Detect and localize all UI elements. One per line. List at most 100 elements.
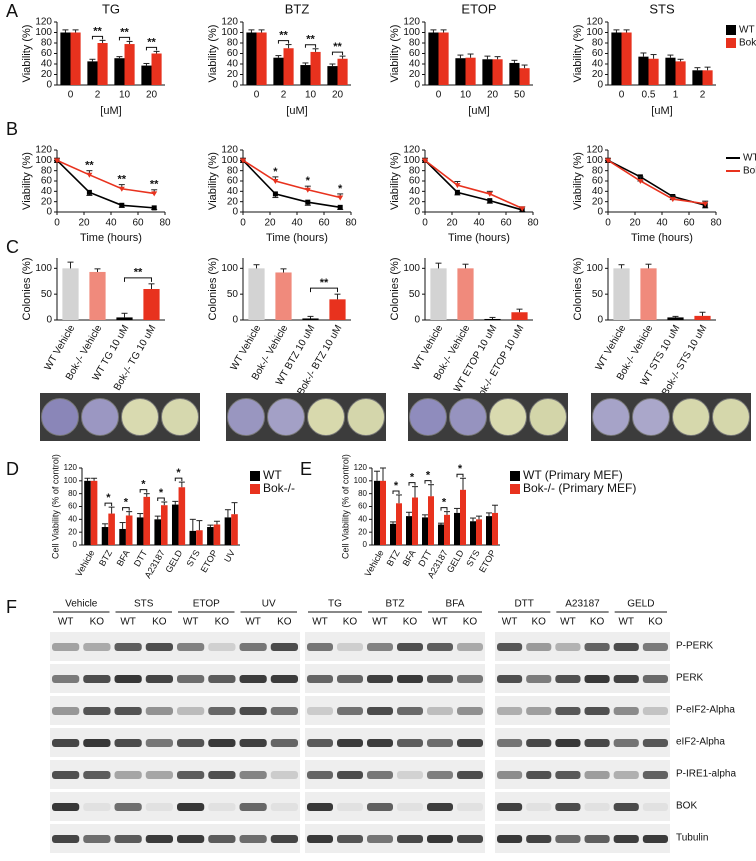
x-tick-label: 20: [446, 218, 458, 229]
treatment-label: A23187: [565, 599, 600, 610]
blot-band: [457, 707, 483, 715]
plate-well: [632, 398, 670, 436]
blot-band: [83, 739, 111, 747]
blot-band: [555, 643, 581, 651]
blot-band: [367, 835, 393, 843]
y-tick-label: 0: [232, 80, 238, 91]
y-axis-label: Viability (%): [207, 152, 219, 210]
blot-band: [208, 771, 236, 779]
x-tick-label: 0: [422, 218, 428, 229]
annotation: **: [118, 174, 127, 186]
blot-band: [457, 675, 483, 683]
blot-band: [114, 643, 142, 651]
y-tick-label: 20: [68, 527, 77, 536]
bar: [224, 517, 232, 545]
lane-label: WT: [245, 617, 261, 628]
x-tick-label: 10: [460, 90, 472, 101]
blot-band: [177, 771, 205, 779]
blot-band: [307, 675, 333, 683]
blot-band: [613, 771, 639, 779]
legend-label: WT: [263, 468, 282, 482]
annotation: *: [106, 492, 111, 504]
y-tick-label: 60: [227, 48, 239, 59]
y-axis-label: Viability (%): [207, 25, 219, 83]
bar: [283, 48, 294, 85]
y-tick-label: 80: [68, 489, 77, 498]
blot-band: [427, 643, 453, 651]
blot-band: [239, 835, 267, 843]
bar: [207, 527, 214, 545]
significance-bracket: [145, 46, 158, 51]
point: [151, 205, 157, 211]
blot-band: [397, 675, 423, 683]
y-tick-label: 0: [46, 315, 52, 326]
blot-band: [337, 707, 363, 715]
blot-row-label: Tubulin: [676, 833, 708, 844]
bar: [189, 530, 197, 545]
significance-bracket: [157, 497, 165, 502]
lane-label: KO: [648, 617, 663, 628]
blot-band: [307, 739, 333, 747]
bar: [273, 57, 284, 85]
bar: [444, 514, 450, 545]
lane-label: KO: [463, 617, 478, 628]
bar: [151, 53, 162, 85]
plate-well: [121, 398, 159, 436]
y-tick-label: 40: [409, 186, 421, 197]
x-tick-label: 60: [132, 218, 144, 229]
point: [337, 195, 344, 201]
line: [56, 159, 155, 209]
annotation: *: [426, 470, 431, 482]
y-tick-label: 80: [41, 38, 53, 49]
blot-band: [526, 675, 552, 683]
blot-band: [584, 835, 610, 843]
annotation: **: [306, 34, 315, 46]
x-tick-label: Vehicle: [73, 548, 96, 578]
line: [242, 159, 341, 209]
x-tick-label: GELD: [445, 548, 466, 575]
point: [240, 158, 246, 164]
treatment-label: STS: [134, 599, 154, 610]
blot-band: [114, 707, 142, 715]
blot-band: [270, 675, 298, 683]
x-tick-label: 0.5: [642, 90, 656, 101]
bar: [143, 496, 151, 545]
bar: [310, 51, 321, 85]
blot-band: [367, 739, 393, 747]
blot-band: [613, 707, 639, 715]
y-tick-label: 40: [592, 59, 604, 70]
blot-band: [397, 707, 423, 715]
point: [702, 201, 709, 207]
lane-label: WT: [502, 617, 518, 628]
blot-band: [307, 643, 333, 651]
panel-label: A: [6, 1, 18, 21]
bar: [484, 318, 501, 320]
blot-band: [642, 835, 668, 843]
bar: [457, 268, 474, 320]
blot-row-label: PERK: [676, 673, 704, 684]
blot-band: [526, 707, 552, 715]
lane-label: KO: [90, 617, 105, 628]
bar: [396, 503, 402, 545]
y-tick-label: 80: [41, 165, 53, 176]
blot-band: [457, 643, 483, 651]
annotation: *: [141, 479, 146, 491]
legend-label: Bok-/- (Primary MEF): [523, 481, 636, 495]
blot-band: [497, 771, 523, 779]
significance-bracket: [331, 51, 344, 56]
panel-label: B: [6, 119, 18, 139]
x-tick-label: BTZ: [97, 548, 114, 568]
lane-label: KO: [590, 617, 605, 628]
bar: [422, 517, 428, 545]
y-tick-label: 60: [358, 502, 367, 511]
x-axis-label: [uM]: [651, 105, 672, 117]
blot-band: [83, 771, 111, 779]
y-tick-label: 100: [403, 155, 420, 166]
y-tick-label: 80: [227, 165, 239, 176]
x-tick-label: 2: [700, 90, 706, 101]
blot-band: [145, 675, 173, 683]
lane-label: WT: [58, 617, 74, 628]
blot-band: [497, 803, 523, 811]
y-tick-label: 0: [597, 315, 603, 326]
legend-swatch: [510, 484, 520, 494]
